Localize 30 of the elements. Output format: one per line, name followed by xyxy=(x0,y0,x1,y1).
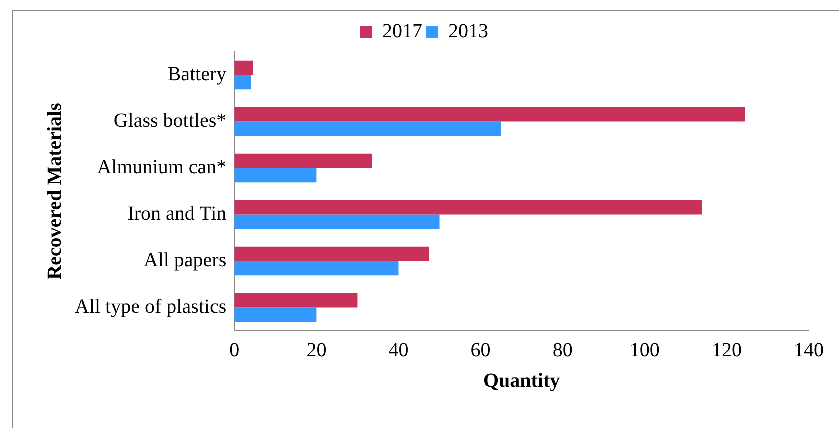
x-tick-label: 140 xyxy=(794,339,824,362)
x-tick-label: 120 xyxy=(712,339,742,362)
bar xyxy=(234,308,317,322)
bar xyxy=(234,261,399,276)
y-tick-label: All type of plastics xyxy=(75,296,227,318)
x-tick-label: 100 xyxy=(630,339,660,362)
bar xyxy=(234,122,502,136)
bar xyxy=(234,246,430,262)
x-tick-label: 60 xyxy=(470,339,491,362)
bar xyxy=(234,200,702,215)
legend-label: 2013 xyxy=(448,20,488,42)
bar xyxy=(234,107,746,122)
bar xyxy=(234,154,372,168)
y-tick-label: Almunium can* xyxy=(97,156,227,178)
y-tick-label: Iron and Tin xyxy=(128,203,227,225)
bar xyxy=(234,75,252,90)
bar xyxy=(234,293,358,308)
x-tick-label: 40 xyxy=(388,339,409,362)
bar xyxy=(234,214,440,230)
y-tick-label: All papers xyxy=(144,250,227,272)
x-axis-title: Quantity xyxy=(483,370,560,392)
bar xyxy=(234,60,254,76)
x-tick-label: 80 xyxy=(552,339,573,362)
y-tick-label: Battery xyxy=(168,64,227,86)
y-axis-title: Recovered Materials xyxy=(44,102,66,280)
x-tick-label: 0 xyxy=(230,339,240,362)
y-tick-label: Glass bottles* xyxy=(114,110,227,132)
legend-label: 2017 xyxy=(382,20,422,42)
x-tick-label: 20 xyxy=(306,339,327,362)
bar xyxy=(234,168,317,183)
